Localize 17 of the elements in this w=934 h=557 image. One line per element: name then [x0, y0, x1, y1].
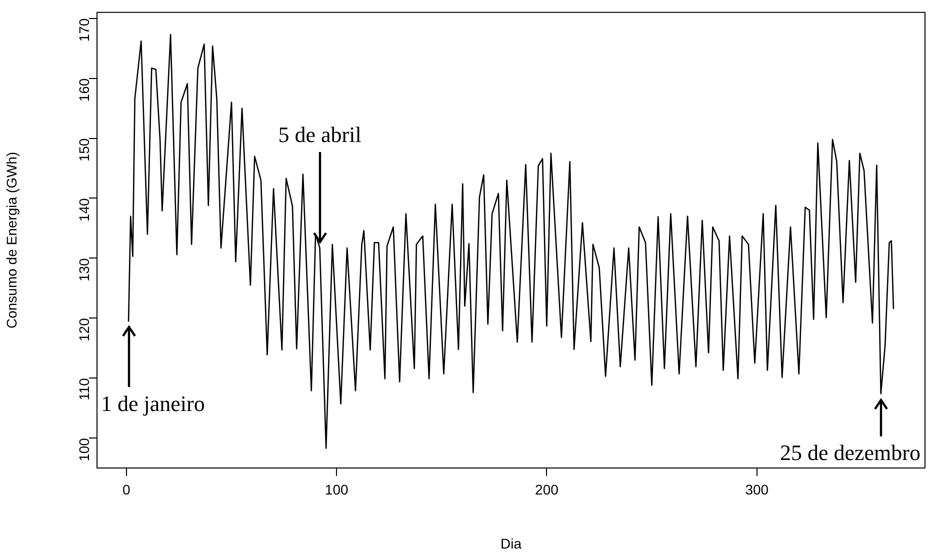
x-tick-label: 0 — [122, 481, 131, 498]
y-tick-label: 130 — [76, 258, 92, 282]
y-tick-label: 150 — [76, 138, 92, 162]
annotation: 5 de abril — [278, 122, 362, 147]
x-tick-label: 300 — [745, 481, 769, 498]
y-tick-label: 170 — [76, 18, 92, 42]
y-tick-label: 120 — [76, 318, 92, 342]
y-tick-label: 140 — [76, 198, 92, 222]
x-axis-title: Dia — [500, 535, 522, 552]
y-tick-label: 160 — [76, 78, 92, 102]
x-tick-label: 100 — [324, 481, 348, 498]
y-axis-title: Consumo de Energia (GWh) — [3, 152, 20, 329]
y-tick-label: 110 — [76, 378, 92, 400]
annotation: 25 de dezembro — [780, 440, 920, 465]
x-tick-label: 200 — [535, 481, 559, 498]
y-tick-label: 100 — [76, 438, 92, 462]
annotation: 1 de janeiro — [101, 391, 205, 416]
